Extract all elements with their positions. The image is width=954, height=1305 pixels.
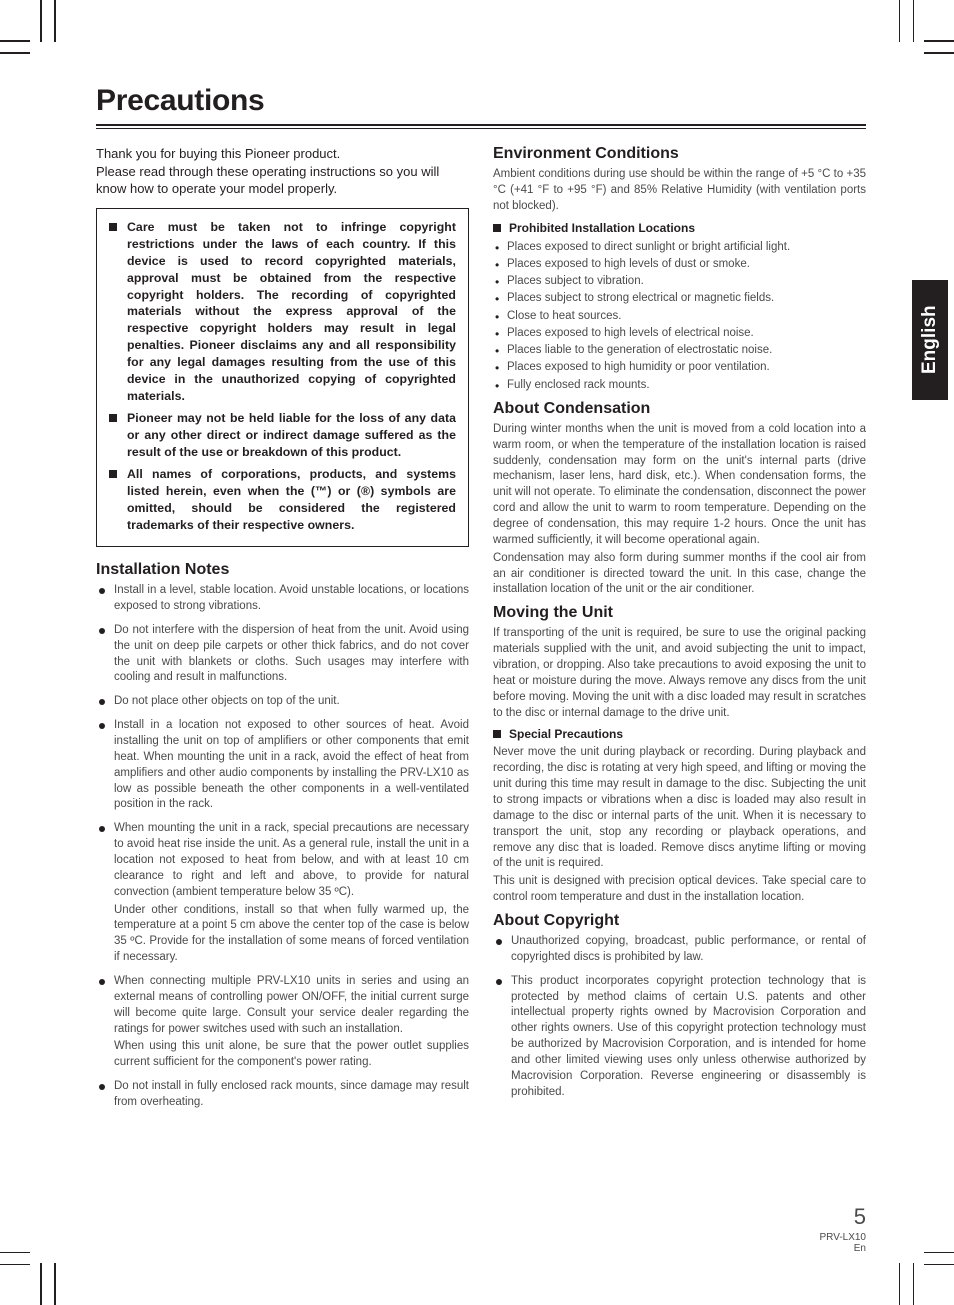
warning-item: Pioneer may not be held liable for the l…	[109, 410, 456, 461]
list-item: Places exposed to high levels of dust or…	[493, 256, 866, 273]
left-column: Thank you for buying this Pioneer produc…	[96, 145, 469, 1119]
prohibited-list: Places exposed to direct sunlight or bri…	[493, 239, 866, 394]
list-item: Places subject to vibration.	[493, 273, 866, 290]
warning-box: Care must be taken not to infringe copyr…	[96, 208, 469, 547]
moving-heading: Moving the Unit	[493, 604, 866, 622]
list-item: When connecting multiple PRV-LX10 units …	[96, 974, 469, 1071]
moving-p1: If transporting of the unit is required,…	[493, 626, 866, 721]
installation-heading: Installation Notes	[96, 561, 469, 579]
page-number: 5	[819, 1204, 866, 1230]
list-item: Install in a location not exposed to oth…	[96, 718, 469, 813]
list-item: This product incorporates copyright prot…	[493, 974, 866, 1101]
list-item: Close to heat sources.	[493, 308, 866, 325]
list-item: Places subject to strong electrical or m…	[493, 290, 866, 307]
page-footer: 5 PRV-LX10 En	[819, 1204, 866, 1254]
model-code: PRV-LX10	[819, 1232, 866, 1243]
environment-heading: Environment Conditions	[493, 145, 866, 163]
list-item: Do not place other objects on top of the…	[96, 694, 469, 710]
warning-item: All names of corporations, products, and…	[109, 466, 456, 534]
copyright-heading: About Copyright	[493, 912, 866, 930]
list-item: Unauthorized copying, broadcast, public …	[493, 934, 866, 966]
list-item: Places exposed to high humidity or poor …	[493, 359, 866, 376]
warning-item: Care must be taken not to infringe copyr…	[109, 219, 456, 406]
condensation-p2: Condensation may also form during summer…	[493, 551, 866, 599]
list-item: When mounting the unit in a rack, specia…	[96, 821, 469, 966]
language-tab: English	[912, 280, 948, 400]
copyright-list: Unauthorized copying, broadcast, public …	[493, 934, 866, 1101]
list-item: Places exposed to direct sunlight or bri…	[493, 239, 866, 256]
prohibited-heading: Prohibited Installation Locations	[493, 221, 866, 235]
environment-intro: Ambient conditions during use should be …	[493, 167, 866, 215]
list-item: Do not install in fully enclosed rack mo…	[96, 1079, 469, 1111]
right-column: Environment Conditions Ambient condition…	[493, 145, 866, 1119]
lang-code: En	[819, 1243, 866, 1254]
list-item: Install in a level, stable location. Avo…	[96, 583, 469, 615]
list-item: Do not interfere with the dispersion of …	[96, 623, 469, 686]
installation-list: Install in a level, stable location. Avo…	[96, 583, 469, 1111]
list-item: Fully enclosed rack mounts.	[493, 377, 866, 394]
condensation-heading: About Condensation	[493, 400, 866, 418]
moving-p2: Never move the unit during playback or r…	[493, 745, 866, 872]
special-precautions-heading: Special Precautions	[493, 727, 866, 741]
list-item: Places exposed to high levels of electri…	[493, 325, 866, 342]
page-title: Precautions	[96, 84, 866, 126]
condensation-p1: During winter months when the unit is mo…	[493, 422, 866, 549]
intro-text: Thank you for buying this Pioneer produc…	[96, 145, 469, 198]
page-content: Precautions Thank you for buying this Pi…	[96, 84, 866, 1119]
moving-p3: This unit is designed with precision opt…	[493, 874, 866, 906]
list-item: Places liable to the generation of elect…	[493, 342, 866, 359]
